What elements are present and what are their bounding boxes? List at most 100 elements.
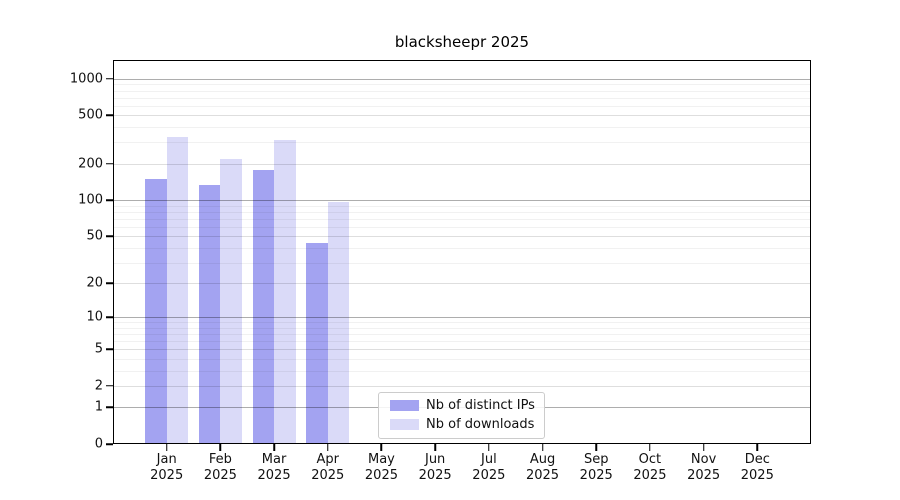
year-label: 2025 (525, 468, 560, 483)
y-tick-label-0: 0 (94, 436, 103, 452)
year-label: 2025 (311, 468, 345, 483)
bar-downloads (274, 139, 296, 444)
y-tick-mark (106, 316, 113, 318)
x-tick-label-dec: Dec 2025 (727, 452, 787, 484)
gridline-10 (114, 317, 810, 319)
x-tick-label-jan: Jan 2025 (137, 452, 197, 484)
legend-swatch-distinct-ips (390, 400, 419, 411)
year-label: 2025 (418, 468, 452, 483)
x-tick-mark (649, 444, 651, 451)
month-label: Sep (583, 452, 609, 467)
y-tick-label-1000: 1000 (69, 71, 103, 87)
gridline-minor (114, 127, 810, 129)
gridline-2 (114, 385, 810, 387)
gridline-1000 (114, 78, 810, 80)
y-tick-mark (106, 443, 113, 445)
bar-distinct-ips (198, 185, 221, 444)
x-tick-label-may: May 2025 (351, 452, 411, 484)
y-tick-label-5: 5 (94, 341, 103, 357)
x-tick-label-feb: Feb 2025 (190, 452, 250, 484)
x-tick-mark (273, 444, 275, 451)
x-tick-mark (327, 444, 329, 451)
x-tick-mark (702, 444, 705, 451)
month-label: Mar (261, 452, 287, 467)
gridline-minor (114, 226, 810, 228)
gridline-minor (114, 90, 810, 92)
y-tick-label-50: 50 (86, 228, 103, 244)
year-label: 2025 (257, 468, 291, 483)
gridline-500 (114, 115, 810, 117)
month-label: May (368, 452, 395, 467)
chart-title: blacksheepr 2025 (394, 33, 530, 51)
gridline-minor (114, 358, 810, 360)
y-tick-label-10: 10 (86, 309, 103, 325)
month-label: Aug (529, 452, 556, 467)
gridline-20 (114, 283, 810, 285)
y-tick-label-100: 100 (78, 192, 103, 208)
year-label: 2025 (579, 468, 613, 483)
gridline-minor (114, 84, 810, 86)
gridline-50 (114, 236, 810, 238)
x-tick-label-jul: Jul 2025 (459, 452, 519, 484)
legend-swatch-downloads (390, 419, 419, 430)
gridline-minor (114, 211, 810, 213)
year-label: 2025 (150, 468, 184, 483)
gridline-minor (114, 97, 810, 99)
year-label: 2025 (472, 468, 506, 483)
y-tick-mark (106, 385, 113, 387)
x-tick-mark (488, 444, 490, 451)
x-tick-label-oct: Oct 2025 (620, 452, 680, 484)
legend-row-downloads: Nb of downloads (390, 417, 535, 432)
legend: Nb of distinct IPs Nb of downloads (378, 392, 545, 439)
x-tick-label-sep: Sep 2025 (566, 452, 626, 484)
x-tick-label-mar: Mar 2025 (244, 452, 304, 484)
month-label: Jan (156, 452, 177, 467)
x-tick-label-apr: Apr 2025 (298, 452, 358, 484)
bar-distinct-ips (306, 242, 328, 444)
month-label: Jun (424, 452, 446, 467)
month-label: Oct (638, 452, 662, 467)
x-tick-mark (219, 444, 222, 451)
bar-downloads (166, 137, 189, 444)
y-tick-label-500: 500 (78, 107, 103, 123)
month-label: Nov (690, 452, 717, 467)
year-label: 2025 (687, 468, 721, 483)
gridline-minor (114, 334, 810, 336)
x-tick-label-aug: Aug 2025 (513, 452, 573, 484)
y-tick-mark (106, 282, 113, 284)
y-tick-mark (106, 162, 113, 165)
gridline-minor (114, 341, 810, 343)
x-tick-label-nov: Nov 2025 (674, 452, 734, 484)
x-tick-mark (380, 444, 383, 451)
gridline-200 (114, 163, 810, 165)
y-tick-mark (106, 235, 113, 237)
gridline-minor (114, 247, 810, 249)
x-tick-mark (595, 444, 597, 451)
y-tick-mark (106, 406, 113, 409)
y-tick-mark (106, 199, 113, 201)
x-tick-label-jun: Jun 2025 (405, 452, 465, 484)
month-label: Jul (481, 452, 497, 467)
gridline-minor (114, 262, 810, 264)
year-label: 2025 (364, 468, 398, 483)
month-label: Feb (208, 452, 232, 467)
y-tick-label-1: 1 (94, 399, 103, 415)
bar-downloads (327, 201, 350, 444)
year-label: 2025 (633, 468, 667, 483)
year-label: 2025 (203, 468, 237, 483)
month-label: Dec (744, 452, 770, 467)
gridline-minor (114, 218, 810, 220)
gridline-5 (114, 349, 810, 351)
gridline-minor (114, 205, 810, 207)
y-tick-mark (106, 78, 113, 80)
bar-distinct-ips (252, 170, 275, 444)
gridline-minor (114, 327, 810, 329)
x-tick-mark (756, 444, 759, 451)
gridline-minor (114, 322, 810, 324)
x-tick-mark (434, 444, 436, 451)
legend-label-distinct-ips: Nb of distinct IPs (426, 398, 535, 413)
bar-distinct-ips (145, 178, 167, 444)
legend-label-downloads: Nb of downloads (426, 417, 535, 432)
gridline-minor (114, 370, 810, 372)
